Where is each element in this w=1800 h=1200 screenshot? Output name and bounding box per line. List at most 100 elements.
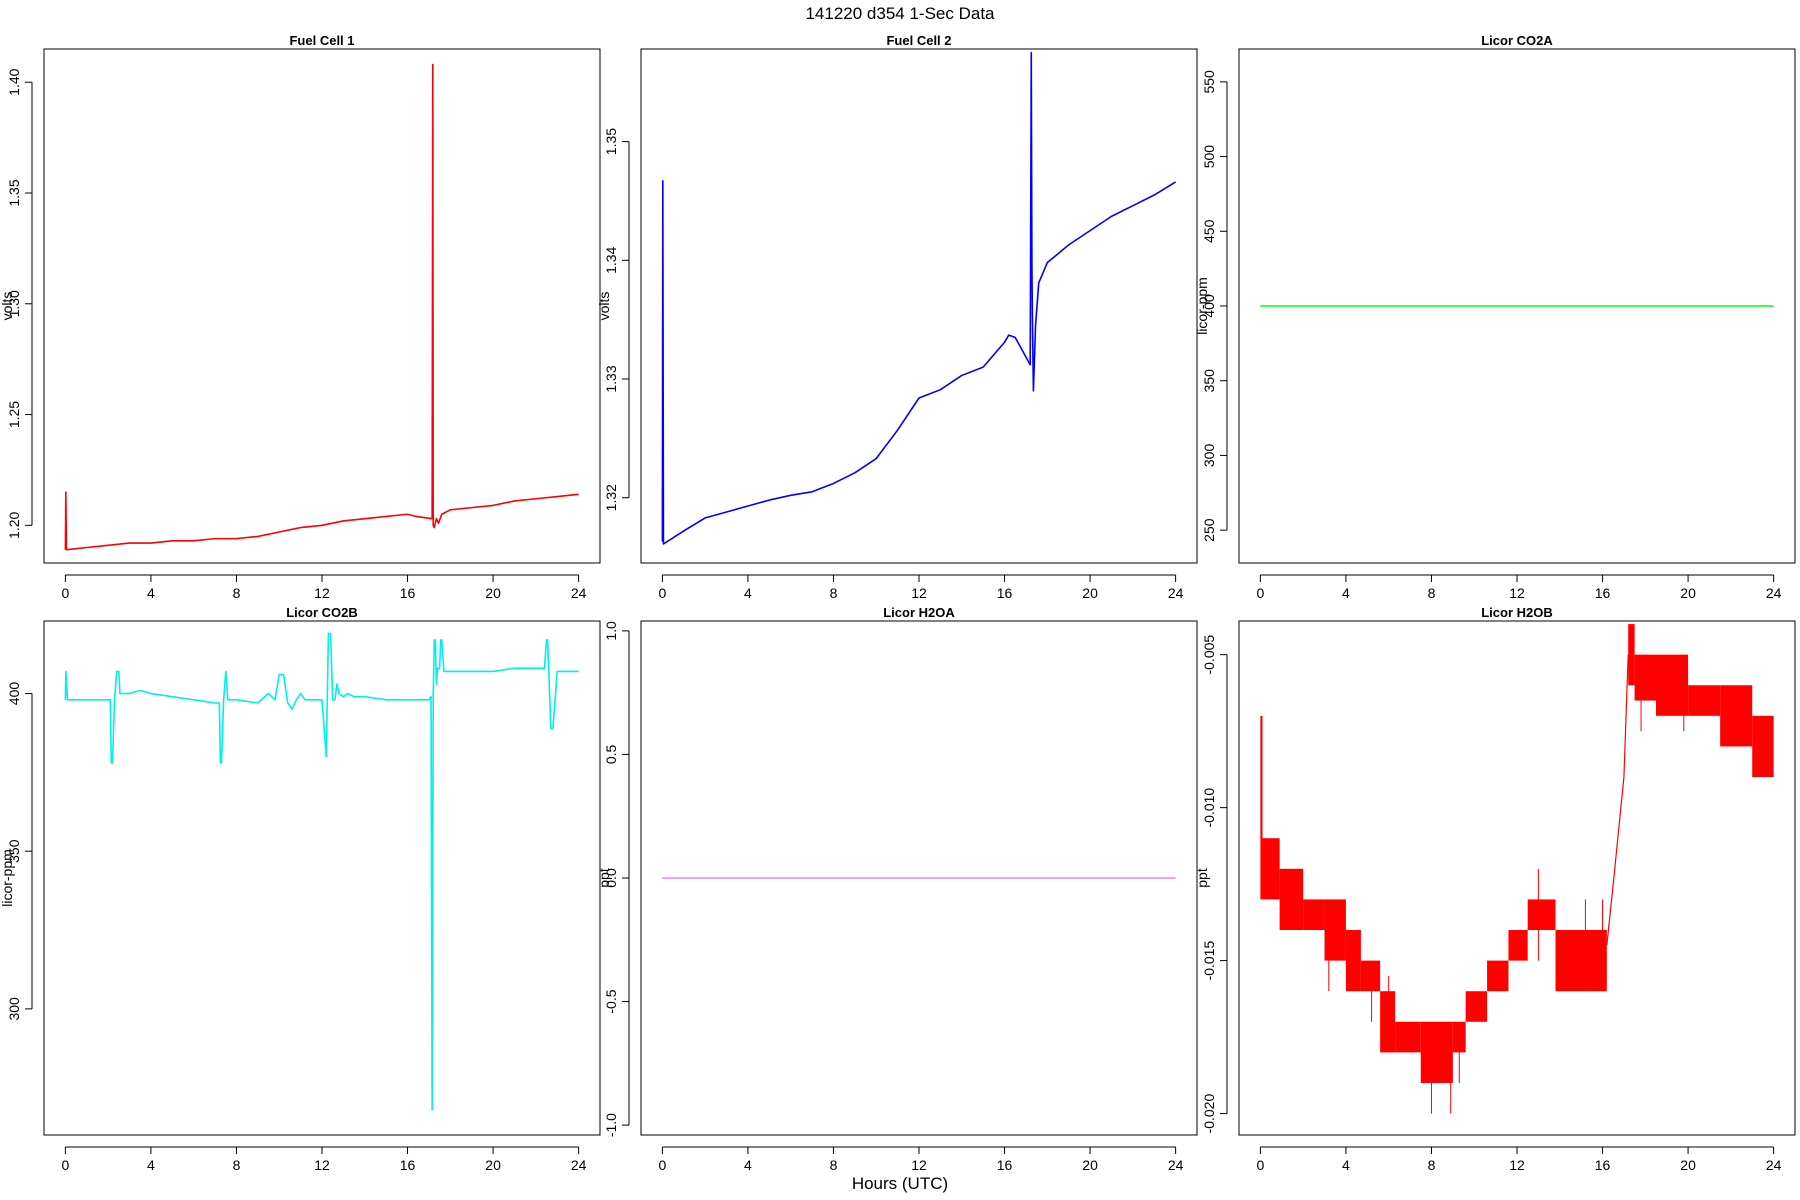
y-tick-label: 1.35 xyxy=(6,179,22,206)
y-tick-label: 1.40 xyxy=(6,68,22,95)
x-tick-label: 20 xyxy=(485,1157,501,1173)
x-tick-label: 4 xyxy=(744,585,752,601)
y-tick-label: -0.010 xyxy=(1201,788,1217,828)
noise-band xyxy=(1324,899,1346,961)
y-tick-label: 400 xyxy=(1201,294,1217,318)
plot-panel: Fuel Cell 1 0 4 8 12 16 20 24 1.20 1.25 1.30 1.35 1.… xyxy=(0,33,601,601)
x-tick-label: 20 xyxy=(1082,1157,1098,1173)
x-tick-label: 4 xyxy=(1342,585,1350,601)
x-tick-label: 4 xyxy=(147,1157,155,1173)
x-tick-label: 8 xyxy=(233,585,241,601)
x-tick-label: 12 xyxy=(1509,1157,1525,1173)
x-tick-label: 12 xyxy=(1509,585,1525,601)
noise-band xyxy=(1688,685,1721,716)
y-tick-label: -0.5 xyxy=(603,989,619,1013)
x-tick-label: 16 xyxy=(400,1157,416,1173)
x-tick-label: 8 xyxy=(830,585,838,601)
x-tick-label: 24 xyxy=(571,585,587,601)
x-tick-label: 16 xyxy=(997,1157,1013,1173)
x-tick-label: 20 xyxy=(1680,1157,1696,1173)
noise-band xyxy=(1260,715,1263,900)
noise-band xyxy=(1420,1021,1453,1083)
y-tick-label: 0.0 xyxy=(603,868,619,888)
y-tick-label: 350 xyxy=(6,839,22,863)
series-line xyxy=(64,632,579,1111)
plot-frame xyxy=(640,620,1198,1136)
y-axis-label: licor-ppm xyxy=(1194,277,1210,335)
plot-area xyxy=(661,51,1177,545)
noise-band xyxy=(1508,930,1528,961)
noise-band xyxy=(1634,654,1656,701)
noise-band xyxy=(1262,838,1280,900)
figure-title: 141220 d354 1-Sec Data xyxy=(805,4,995,23)
noise-band xyxy=(1656,654,1689,716)
panel-title: Fuel Cell 2 xyxy=(886,33,951,48)
plot-frame xyxy=(1238,620,1796,1136)
x-tick-label: 4 xyxy=(147,585,155,601)
y-tick-label: 1.20 xyxy=(6,511,22,538)
x-tick-label: 12 xyxy=(314,1157,330,1173)
x-tick-label: 24 xyxy=(1766,585,1782,601)
noise-band xyxy=(1720,685,1753,747)
x-tick-label: 16 xyxy=(400,585,416,601)
y-tick-label: 1.30 xyxy=(6,290,22,317)
x-tick-label: 24 xyxy=(571,1157,587,1173)
plot-panel: Licor CO2A 0 4 8 12 16 20 24 250 300 350 400 450 500 5… xyxy=(1194,33,1796,601)
x-tick-label: 24 xyxy=(1766,1157,1782,1173)
noise-band xyxy=(1303,899,1325,931)
noise-band xyxy=(1527,899,1556,931)
x-tick-label: 16 xyxy=(997,585,1013,601)
noise-band xyxy=(1752,715,1774,778)
x-tick-label: 20 xyxy=(1082,585,1098,601)
y-axis-label: volts xyxy=(0,292,15,321)
y-tick-label: 1.34 xyxy=(603,246,619,273)
x-tick-label: 24 xyxy=(1168,1157,1184,1173)
series-line xyxy=(64,63,579,551)
y-tick-label: 0.5 xyxy=(603,745,619,765)
panel-title: Licor CO2B xyxy=(286,605,358,620)
transition-line xyxy=(1606,654,1629,946)
y-tick-label: -0.020 xyxy=(1201,1094,1217,1134)
x-tick-label: 20 xyxy=(485,585,501,601)
plot-panel: Licor CO2B 0 4 8 12 16 20 24 300 350 400 licor-ppm xyxy=(0,605,601,1173)
x-tick-label: 0 xyxy=(658,585,666,601)
x-tick-label: 0 xyxy=(658,1157,666,1173)
y-tick-label: 1.33 xyxy=(603,365,619,392)
y-tick-label: 500 xyxy=(1201,145,1217,169)
plot-panel: Fuel Cell 2 0 4 8 12 16 20 24 1.32 1.33 1.34 1.35 vo… xyxy=(596,33,1198,601)
noise-band xyxy=(1345,930,1361,992)
noise-band xyxy=(1360,960,1381,992)
plot-frame xyxy=(1238,48,1796,564)
panel-title: Licor H2OB xyxy=(1481,605,1553,620)
x-tick-label: 16 xyxy=(1595,1157,1611,1173)
noise-band xyxy=(1628,624,1635,686)
noise-band xyxy=(1465,991,1488,1022)
panel-title: Licor H2OA xyxy=(883,605,955,620)
y-tick-label: 1.35 xyxy=(603,128,619,155)
y-tick-label: 250 xyxy=(1201,518,1217,542)
y-tick-label: 550 xyxy=(1201,70,1217,94)
panel-title: Fuel Cell 1 xyxy=(289,33,354,48)
x-tick-label: 4 xyxy=(744,1157,752,1173)
x-tick-label: 0 xyxy=(61,585,69,601)
x-tick-label: 16 xyxy=(1595,585,1611,601)
y-tick-label: -0.005 xyxy=(1201,635,1217,675)
plot-frame xyxy=(640,48,1198,564)
y-axis-label: ppt xyxy=(596,868,612,888)
x-tick-label: 12 xyxy=(314,585,330,601)
shared-x-axis-label: Hours (UTC) xyxy=(852,1174,948,1193)
noise-band xyxy=(1555,930,1607,992)
x-tick-label: 8 xyxy=(233,1157,241,1173)
noise-band xyxy=(1380,991,1396,1053)
plot-panel: Licor H2OA 0 4 8 12 16 20 24 -1.0 -0.5 0.0 0.5 1.0 pp… xyxy=(596,605,1198,1173)
x-tick-label: 0 xyxy=(1256,585,1264,601)
x-tick-label: 8 xyxy=(1428,1157,1436,1173)
plot-panels: Fuel Cell 1 0 4 8 12 16 20 24 1.20 1.25 1.30 1.35 1.… xyxy=(0,33,1796,1173)
y-tick-label: 300 xyxy=(1201,444,1217,468)
y-tick-label: 300 xyxy=(6,997,22,1021)
plot-area xyxy=(64,63,579,551)
y-tick-label: 1.32 xyxy=(603,484,619,511)
x-tick-label: 4 xyxy=(1342,1157,1350,1173)
x-tick-label: 8 xyxy=(1428,585,1436,601)
